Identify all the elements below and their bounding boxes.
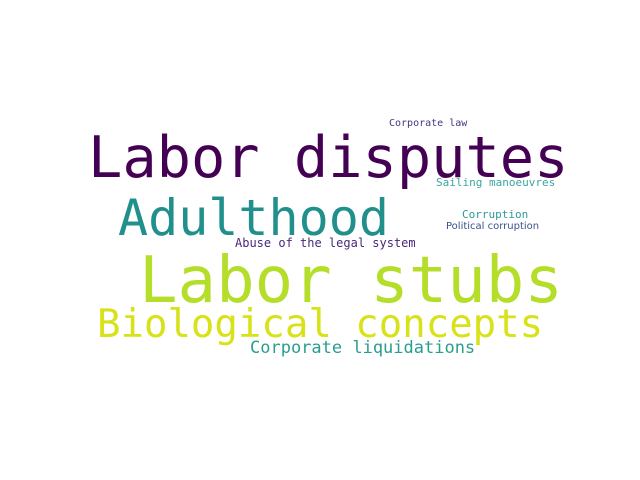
word-abuse-of-the-legal-system: Abuse of the legal system	[235, 236, 416, 250]
word-corruption: Corruption	[462, 208, 529, 221]
word-corporate-liquidations: Corporate liquidations	[250, 338, 476, 358]
word-political-corruption: Political corruption	[446, 221, 540, 232]
word-labor-disputes: Labor disputes	[88, 125, 569, 191]
word-sailing-manoeuvres: Sailing manoeuvres	[436, 176, 556, 189]
word-biological-concepts: Biological concepts	[97, 302, 544, 347]
word-corporate-law: Corporate law	[389, 118, 468, 129]
word-labor-stubs: Labor stubs	[139, 244, 563, 318]
word-adulthood: Adulthood	[118, 189, 389, 247]
